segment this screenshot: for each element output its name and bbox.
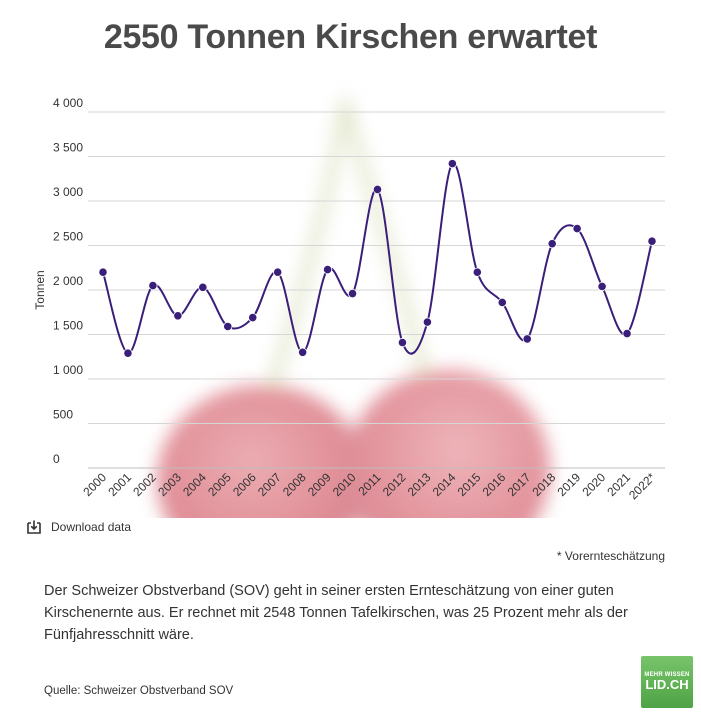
footnote: * Vorernteschätzung bbox=[556, 549, 665, 563]
data-point-2020[interactable] bbox=[597, 281, 607, 292]
data-point-2010[interactable] bbox=[347, 288, 358, 299]
data-point-2019[interactable] bbox=[572, 223, 582, 234]
download-label: Download data bbox=[51, 520, 132, 534]
data-point-2000[interactable] bbox=[98, 267, 108, 277]
y-tick-label: 1 500 bbox=[53, 319, 83, 333]
y-tick-label: 3 500 bbox=[53, 141, 83, 155]
y-tick-label: 2 000 bbox=[53, 274, 83, 288]
page-title: 2550 Tonnen Kirschen erwartet bbox=[103, 18, 598, 56]
data-point-2005[interactable] bbox=[223, 321, 233, 332]
cherry-background-image bbox=[157, 98, 550, 518]
x-tick-label: 2022* bbox=[626, 470, 658, 502]
data-point-2014[interactable] bbox=[447, 159, 457, 169]
y-tick-label: 500 bbox=[53, 408, 73, 422]
data-point-2017[interactable] bbox=[522, 334, 532, 344]
data-point-2022[interactable] bbox=[647, 236, 657, 246]
data-point-2011[interactable] bbox=[372, 184, 383, 195]
y-tick-label: 1 000 bbox=[53, 363, 83, 377]
source-text: Quelle: Schweizer Obstverband SOV bbox=[44, 685, 234, 697]
data-point-2006[interactable] bbox=[248, 312, 258, 323]
data-point-2012[interactable] bbox=[397, 337, 408, 348]
y-axis: 0 500 1 000 1 500 2 000 2 500 3 000 3 500 4 000 bbox=[53, 96, 83, 466]
data-point-2004[interactable] bbox=[198, 282, 208, 292]
x-tick-label: 2002 bbox=[130, 470, 159, 499]
data-point-2009[interactable] bbox=[322, 264, 333, 275]
download-data-button[interactable]: Download data bbox=[26, 519, 131, 535]
data-point-2002[interactable] bbox=[148, 280, 158, 291]
x-tick-label: 2020 bbox=[579, 470, 608, 499]
data-points bbox=[98, 159, 657, 358]
y-tick-label: 2 500 bbox=[53, 230, 83, 244]
download-icon bbox=[26, 519, 42, 535]
y-tick-label: 3 000 bbox=[53, 185, 83, 199]
x-tick-label: 2001 bbox=[105, 470, 134, 499]
x-tick-label: 2000 bbox=[80, 470, 109, 499]
logo-tagline: MEHR WISSEN bbox=[644, 672, 690, 678]
data-point-2007[interactable] bbox=[273, 267, 283, 277]
data-point-2013[interactable] bbox=[422, 317, 433, 327]
y-tick-label: 4 000 bbox=[53, 96, 83, 110]
data-point-2015[interactable] bbox=[472, 267, 482, 277]
description-text: Der Schweizer Obstverband (SOV) geht in … bbox=[44, 583, 628, 643]
data-point-2008[interactable] bbox=[298, 347, 308, 357]
logo-name: LID.CH bbox=[645, 677, 689, 692]
data-point-2018[interactable] bbox=[547, 239, 557, 249]
y-axis-label: Tonnen bbox=[33, 270, 47, 309]
gridlines bbox=[88, 111, 665, 469]
lid-logo[interactable]: MEHR WISSEN LID.CH bbox=[641, 656, 693, 708]
x-tick-label: 2019 bbox=[554, 470, 583, 499]
data-point-2003[interactable] bbox=[173, 311, 183, 321]
data-point-2016[interactable] bbox=[497, 297, 507, 308]
y-tick-label: 0 bbox=[53, 452, 60, 466]
data-point-2021[interactable] bbox=[622, 329, 632, 339]
data-point-2001[interactable] bbox=[123, 348, 133, 358]
